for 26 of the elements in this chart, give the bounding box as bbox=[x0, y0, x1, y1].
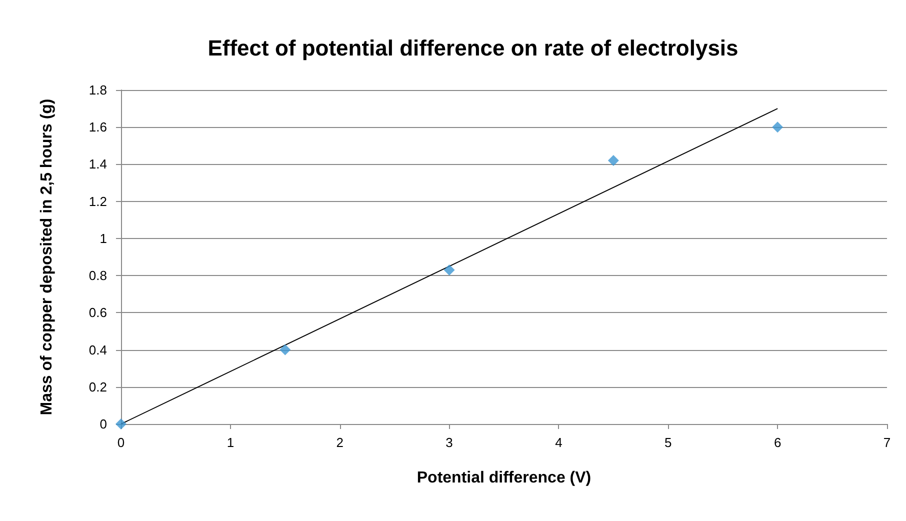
y-tick-label: 0 bbox=[100, 416, 107, 432]
x-tick-label: 3 bbox=[446, 435, 453, 450]
y-tick-label: 0.2 bbox=[88, 379, 107, 394]
x-tick-label: 2 bbox=[336, 435, 344, 450]
y-tick-label: 1.4 bbox=[88, 156, 107, 172]
point bbox=[280, 344, 291, 356]
x-tick-label: 1 bbox=[226, 435, 234, 450]
y-axis-title: Mass of copper deposited in 2,5 hours (g) bbox=[38, 98, 56, 416]
y-tick-label: 1.8 bbox=[88, 82, 107, 98]
y-tick-label: 0.8 bbox=[88, 268, 107, 284]
x-tick-label: 6 bbox=[774, 435, 782, 450]
y-tick-label: 1 bbox=[100, 230, 107, 246]
x-tick-label: 7 bbox=[883, 435, 891, 450]
point bbox=[116, 418, 126, 430]
y-tick-label: 0.4 bbox=[88, 342, 107, 358]
x-axis-title: Potential difference (V) bbox=[416, 470, 592, 486]
point bbox=[608, 155, 619, 166]
point bbox=[444, 264, 455, 276]
x-tick-label: 5 bbox=[664, 435, 672, 450]
y-tick-label: 0.6 bbox=[88, 305, 107, 320]
x-tick-label: 0 bbox=[117, 435, 125, 450]
y-tick-label: 1.2 bbox=[88, 194, 107, 209]
point bbox=[772, 122, 784, 133]
x-tick-label: 4 bbox=[555, 435, 562, 450]
y-tick-label: 1.6 bbox=[88, 120, 107, 135]
chart-title: Effect of potential difference on rate of electrolysis bbox=[208, 36, 738, 60]
